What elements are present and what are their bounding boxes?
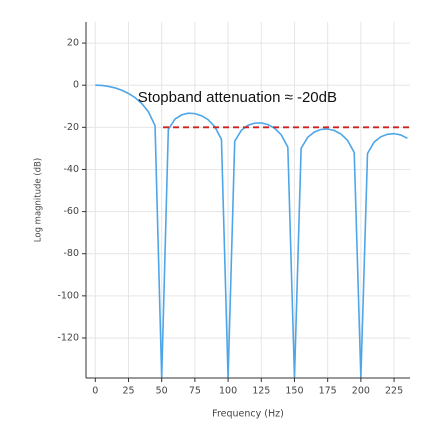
x-axis-label: Frequency (Hz)	[212, 409, 284, 420]
x-tick-label: 200	[352, 386, 370, 397]
y-tick-label: -20	[63, 122, 79, 133]
y-tick-label: -120	[57, 332, 79, 343]
y-tick-label: -80	[63, 248, 79, 259]
line-series	[95, 84, 408, 378]
x-tick-label: 125	[252, 386, 270, 397]
y-tick-label: 20	[67, 38, 79, 49]
x-tick-label: 25	[122, 386, 134, 397]
annotation: Stopband attenuation ≈ -20dB	[138, 89, 337, 106]
x-tick-label: 0	[92, 386, 98, 397]
x-tick-label: 100	[219, 386, 237, 397]
y-tick-label: 0	[73, 80, 79, 91]
y-tick-label: -100	[57, 290, 79, 301]
x-tick-label: 75	[189, 386, 201, 397]
x-tick-label: 150	[285, 386, 303, 397]
y-tick-label: -40	[63, 164, 79, 175]
y-axis-label: Log magnitude (dB)	[34, 158, 44, 242]
x-tick-label: 225	[385, 386, 403, 397]
y-tick-label: -60	[63, 206, 79, 217]
x-tick-label: 175	[319, 386, 337, 397]
x-tick-label: 50	[156, 386, 168, 397]
